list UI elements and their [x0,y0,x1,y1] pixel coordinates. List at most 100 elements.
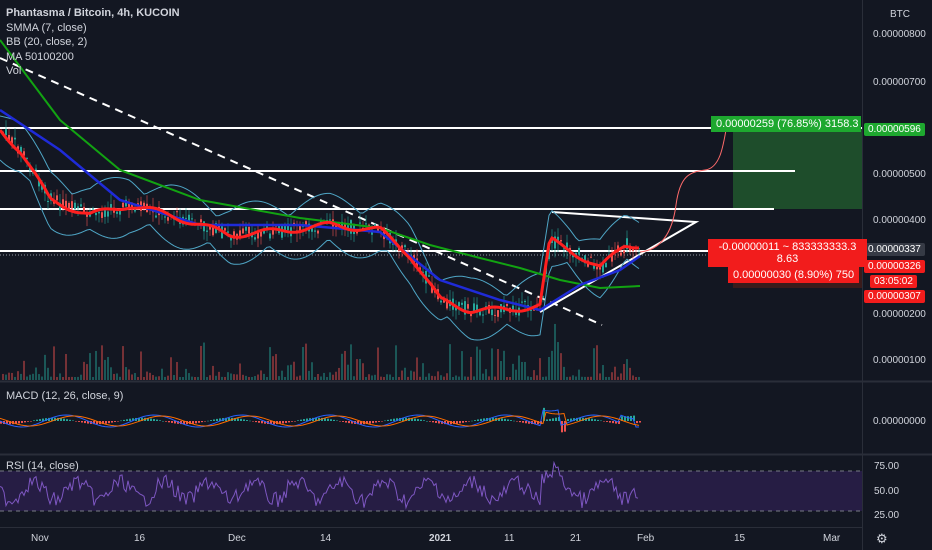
volume-bar [524,361,526,380]
volume-bar [443,376,445,380]
settings-gear-icon[interactable]: ⚙ [876,531,888,546]
volume-bar [542,376,544,380]
volume-bar [86,364,88,380]
volume-bar [359,358,361,380]
volume-bar [536,375,538,380]
candle-body [14,137,16,140]
candle-body [458,302,460,307]
volume-bar [230,373,232,380]
candle-body [35,168,37,170]
volume-bar [590,376,592,380]
candle-body [47,200,49,202]
main-pane[interactable] [0,0,862,380]
candle-body [329,219,331,221]
macd-hist-bar [342,421,344,422]
volume-bar [314,376,316,380]
macd-hist-bar [30,421,32,422]
indicator-bb[interactable]: BB (20, close, 2) [6,36,88,48]
volume-bar [257,374,259,380]
macd-hist-bar [534,421,536,425]
macd-hist-bar [63,418,65,421]
volume-bar [602,365,604,380]
macd-hist-bar [606,421,608,422]
rsi-axis-label: 75.00 [874,461,900,472]
macd-hist-bar [324,418,326,421]
volume-bar [260,370,262,380]
profit-label[interactable]: 0.00000259 (76.85%) 3158.3 [711,116,861,132]
macd-hist-bar [132,418,134,421]
symbol-title[interactable]: Phantasma / Bitcoin, 4h, KUCOIN [6,7,180,19]
candle-body [68,202,70,212]
indicator-vol[interactable]: Vol [6,65,22,77]
volume-bar [158,376,160,380]
macd-legend[interactable]: MACD (12, 26, close, 9) [6,390,124,402]
candle-body [206,230,208,232]
volume-bar [392,376,394,380]
volume-bar [509,376,511,380]
volume-bar [35,367,37,380]
volume-bar [458,376,460,380]
downtrend-line[interactable] [0,57,603,326]
candle-body [506,303,508,307]
macd-hist-bar [207,420,209,422]
macd-hist-bar [0,421,2,424]
macd-hist-bar [108,421,110,424]
macd-hist-bar [384,420,386,422]
time-label: 21 [570,533,582,544]
volume-bar [188,373,190,380]
volume-bar [17,371,19,380]
macd-axis-label: 0.00000000 [873,416,926,427]
price-label: 0.00000400 [873,215,926,226]
candle-body [38,177,40,187]
macd-hist-bar [297,420,299,421]
rsi-axis-label: 50.00 [874,486,900,497]
indicator-ma[interactable]: MA 50100200 [6,50,74,63]
time-label: Feb [637,533,655,544]
candle-body [272,227,274,235]
macd-hist-bar [543,407,545,421]
triangle-pattern[interactable] [539,211,700,313]
macd-hist-bar [33,420,35,421]
loss-label[interactable]: 0.00000030 (8.90%) 750 [728,267,860,283]
volume-bar [440,375,442,380]
time-label: Mar [823,533,841,544]
candle-body [77,206,79,209]
volume-bar [548,357,550,380]
candle-body [230,237,232,241]
candle-body [605,263,607,268]
macd-hist-bar [48,417,50,421]
macd-hist-bar [234,418,236,421]
macd-hist-bar [588,418,590,421]
macd-hist-bar [366,421,368,424]
volume-bar [491,348,493,380]
volume-bar [374,374,376,380]
profit-zone[interactable] [733,128,862,209]
projection-path[interactable] [639,117,729,253]
candle-body [383,227,385,240]
macd-hist-bar [426,420,428,422]
ratio-line-1: -0.00000011 ~ 833333333.3 [718,241,857,253]
macd-hist-bar [627,416,629,421]
volume-bar [212,365,214,380]
macd-hist-bar [603,421,605,422]
volume-bar [311,362,313,380]
volume-bar [224,376,226,380]
candle-body [167,217,169,221]
macd-pane[interactable] [0,383,862,453]
volume-bar [275,354,277,380]
candle-body [242,228,244,234]
countdown-tag: 03:05:02 [870,275,917,288]
macd-hist-bar [210,420,212,421]
volume-bar [269,347,271,380]
candle-body [86,212,88,217]
ratio-label[interactable]: -0.00000011 ~ 833333333.3 8.63 [708,239,867,267]
volume-bar [110,367,112,380]
indicator-smma[interactable]: SMMA (7, close) [6,21,87,34]
candle-body [365,223,367,225]
macd-hist-bar [600,420,602,422]
volume-bar [200,345,202,380]
macd-hist-bar [525,421,527,424]
red-price-tag: 0.00000326 [864,260,925,273]
smma-line [0,129,640,315]
rsi-legend[interactable]: RSI (14, close) [6,460,79,472]
